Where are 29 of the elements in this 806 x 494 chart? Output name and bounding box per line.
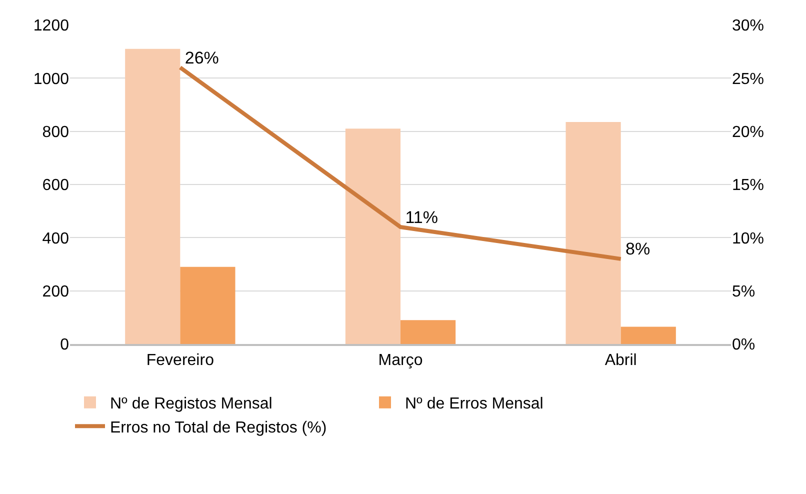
y-tick-label: 1000 <box>33 70 70 88</box>
y-tick-label: 1200 <box>33 18 70 35</box>
y-tick-label: 600 <box>42 177 70 194</box>
y-tick-label: 200 <box>42 283 70 300</box>
bar <box>125 48 180 344</box>
data-label: 11% <box>400 208 438 227</box>
bar <box>620 326 676 344</box>
y-tick-label: 400 <box>42 230 70 248</box>
y2-tick-label: 30% <box>732 18 764 35</box>
legend-label: Erros no Total de Registos (%) <box>110 419 327 436</box>
y-tick-label: 0 <box>60 336 70 354</box>
y2-tick-label: 20% <box>732 124 764 141</box>
bar <box>566 122 621 344</box>
legend-label: Nº de Erros Mensal <box>405 396 544 413</box>
y2-tick-label: 0% <box>732 336 756 354</box>
y2-tick-label: 5% <box>732 283 756 300</box>
y2-tick-label: 15% <box>732 177 764 194</box>
bar <box>400 320 456 344</box>
x-tick-label: Março <box>378 352 423 370</box>
bar <box>345 128 400 344</box>
y2-tick-label: 10% <box>732 230 764 248</box>
x-tick-label: Fevereiro <box>146 352 214 370</box>
x-tick-label: Abril <box>604 352 637 370</box>
data-label: 8% <box>620 240 650 259</box>
y-tick-label: 800 <box>42 124 70 141</box>
bar <box>180 266 236 344</box>
data-label: 26% <box>180 48 219 68</box>
legend-label: Nº de Registos Mensal <box>110 396 272 413</box>
y2-tick-label: 25% <box>732 70 764 88</box>
